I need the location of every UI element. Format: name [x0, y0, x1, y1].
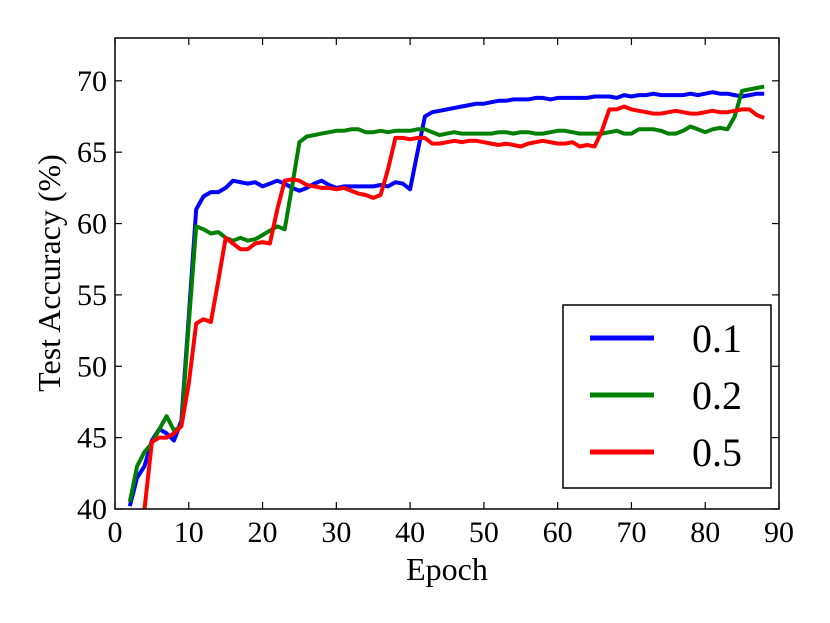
y-tick-label: 65	[77, 136, 107, 169]
axis-ticks: 0 10 20 30 40 50 60 70 80 90 40 45 50 55 60 65 70	[77, 38, 794, 549]
y-axis-label: Test Accuracy (%)	[31, 154, 67, 392]
y-tick-label: 50	[77, 350, 107, 383]
y-tick-label: 70	[77, 65, 107, 98]
y-tick-label: 45	[77, 422, 107, 455]
x-tick-label: 30	[321, 516, 351, 549]
legend-label-0.5: 0.5	[692, 430, 742, 475]
x-tick-label: 20	[248, 516, 278, 549]
y-tick-label: 60	[77, 208, 107, 241]
x-tick-label: 0	[108, 516, 123, 549]
series-line-0.5	[142, 104, 765, 509]
x-tick-label: 40	[395, 516, 425, 549]
legend-label-0.1: 0.1	[692, 316, 742, 361]
series-line-0.2	[127, 84, 765, 503]
x-tick-label: 70	[616, 516, 646, 549]
x-tick-label: 10	[174, 516, 204, 549]
x-tick-label: 80	[690, 516, 720, 549]
x-tick-label: 50	[469, 516, 499, 549]
legend-label-0.2: 0.2	[692, 373, 742, 418]
plot-area-frame	[114, 37, 780, 510]
x-axis-label: Epoch	[406, 551, 488, 587]
y-tick-label: 40	[77, 493, 107, 526]
x-tick-label: 60	[543, 516, 573, 549]
y-tick-label: 55	[77, 279, 107, 312]
x-tick-label: 90	[764, 516, 794, 549]
series-group	[127, 84, 765, 509]
series-line-0.1	[127, 90, 765, 507]
legend: 0.1 0.2 0.5	[562, 304, 772, 489]
